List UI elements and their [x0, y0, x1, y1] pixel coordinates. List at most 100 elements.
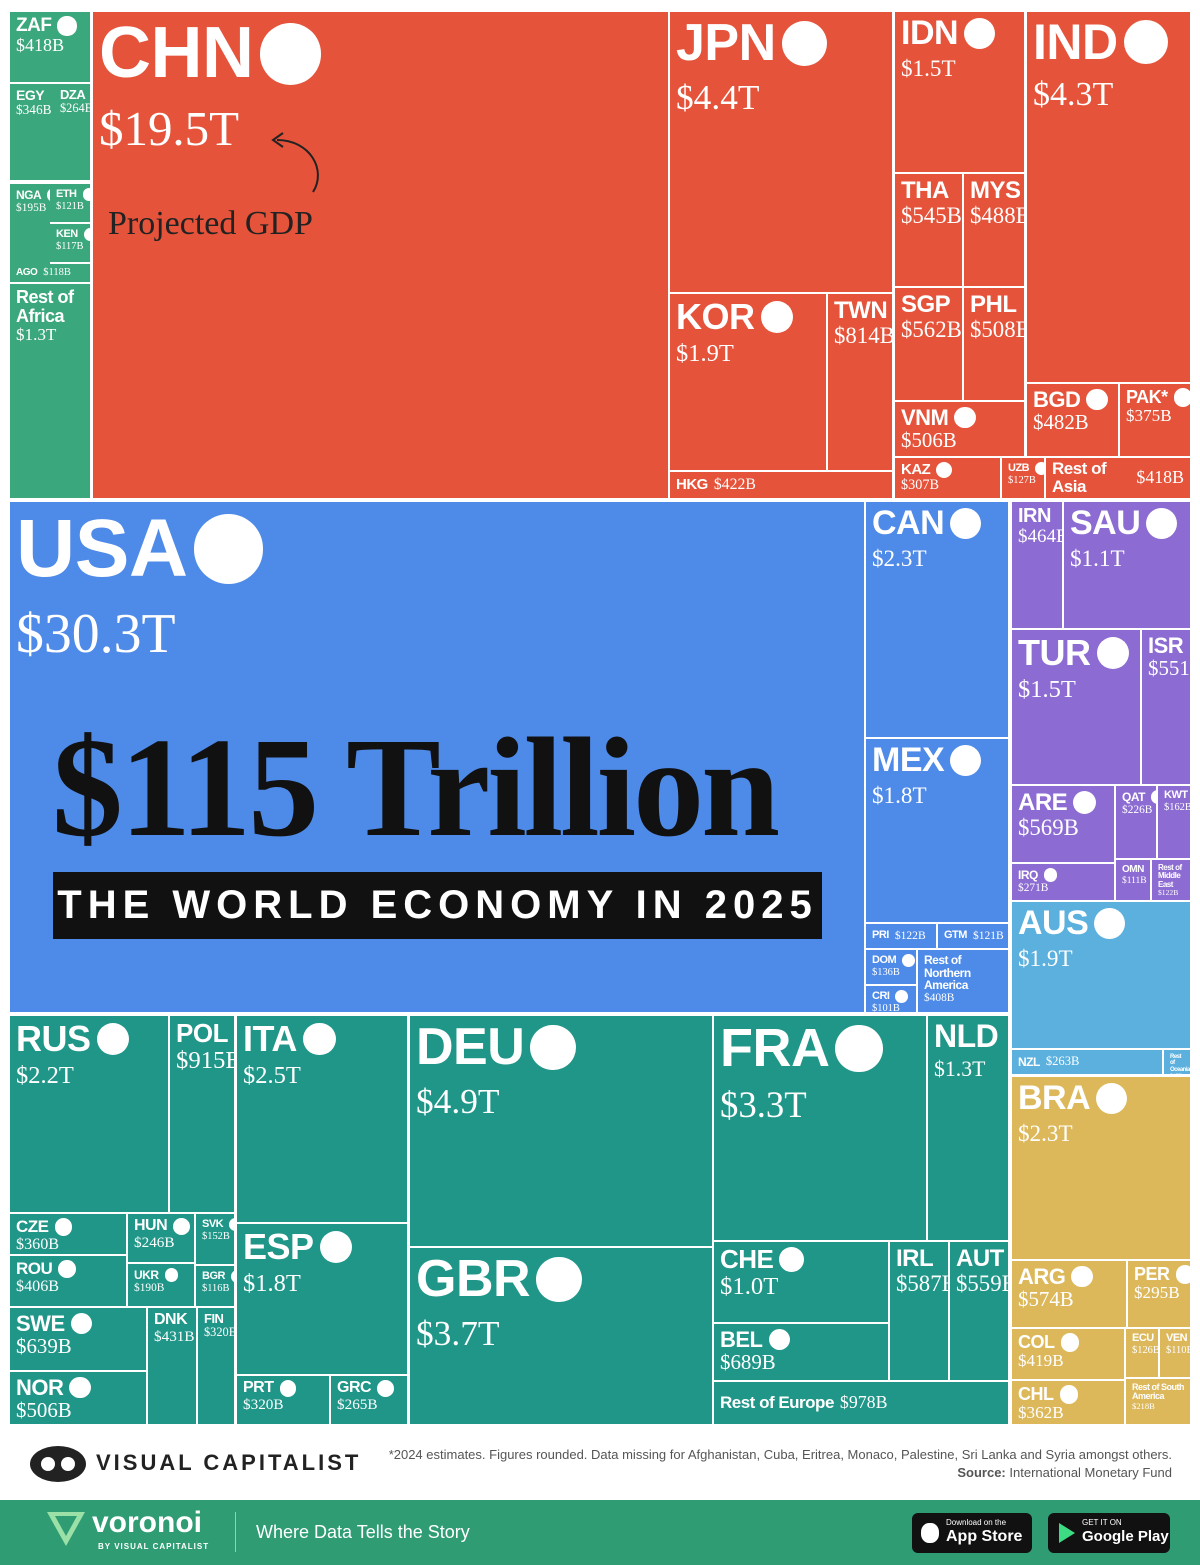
country-value: $1.5T: [901, 55, 956, 82]
treemap-cell: HKG $422B: [670, 472, 892, 498]
flag: [950, 745, 982, 777]
country-value: $562B: [901, 317, 962, 343]
treemap-cell: CAN $2.3T: [866, 502, 1008, 737]
flag: [1060, 1333, 1079, 1352]
cell-header: PER: [1134, 1265, 1190, 1284]
cell-header: NOR: [16, 1376, 140, 1399]
google-play-button[interactable]: GET IT ON Google Play: [1048, 1513, 1170, 1553]
country-code: PAK*: [1126, 387, 1168, 407]
country-value: $19.5T: [99, 101, 240, 157]
country-code: TWN: [834, 297, 888, 324]
voronoi-logo: voronoi: [92, 1506, 202, 1539]
treemap-cell: SGP $562B: [895, 288, 962, 400]
country-code: JPN: [676, 14, 776, 72]
flag: [82, 188, 90, 201]
country-value: $195B: [16, 201, 47, 214]
flag: [69, 1376, 91, 1399]
country-code: ITA: [243, 1018, 297, 1059]
country-value: $1.5T: [1018, 676, 1076, 704]
app-store-button[interactable]: Download on the App Store: [912, 1513, 1032, 1553]
flag: [1096, 1083, 1128, 1115]
cell-header: IDN: [901, 15, 1018, 52]
country-value: $1.0T: [720, 1273, 779, 1301]
flag: [1059, 1385, 1078, 1404]
voronoi-sub: BY VISUAL CAPITALIST: [98, 1542, 210, 1551]
flag: [377, 1380, 394, 1397]
country-code: KAZ: [901, 461, 931, 479]
treemap-cell: CZE $360B: [10, 1214, 126, 1254]
cell-header: ITA: [243, 1020, 401, 1058]
country-value: $506B: [901, 428, 957, 453]
treemap-cell: GRC $265B: [331, 1376, 407, 1424]
country-value: $126B: [1132, 1344, 1158, 1356]
country-value: $814B: [834, 323, 892, 349]
treemap-cell: OMN $111B: [1116, 860, 1150, 900]
country-value: $265B: [337, 1395, 378, 1413]
country-value: $101B: [872, 1002, 900, 1012]
treemap-cell: VNM $506B: [895, 402, 1024, 456]
country-value: $122B: [1158, 888, 1179, 898]
country-value: $464B: [1018, 526, 1062, 547]
treemap-cell: NGA $195B: [10, 184, 50, 264]
cell-header: FIN: [204, 1312, 228, 1326]
country-value: $45B: [1170, 1073, 1184, 1074]
cell-header: PHL: [970, 292, 1018, 317]
flag: [1173, 388, 1190, 407]
cell-header: TWN: [834, 297, 888, 324]
flag: [302, 1022, 336, 1056]
treemap-cell: Rest of Middle East $122B: [1152, 860, 1190, 900]
country-value: $246B: [134, 1233, 175, 1251]
treemap-cell: DEU $4.9T: [410, 1016, 712, 1246]
country-code: FIN: [204, 1311, 224, 1326]
country-code: Rest of Northern America: [924, 953, 971, 993]
treemap-cell: GBR $3.7T: [410, 1248, 712, 1424]
country-code: IRN: [1018, 505, 1051, 527]
country-value: $2.5T: [243, 1062, 301, 1090]
flag: [54, 1218, 73, 1236]
country-code: AUT: [956, 1245, 1004, 1272]
flag: [760, 300, 794, 334]
treemap-cell: ROU $406B: [10, 1256, 126, 1306]
country-value: $3.7T: [416, 1313, 500, 1354]
treemap-cell: BGR $116B: [196, 1266, 234, 1306]
cell-header: UZB: [1008, 462, 1044, 475]
country-code: USA: [16, 503, 188, 594]
treemap-cell: NZL $263B: [1012, 1050, 1162, 1074]
country-code: DEU: [416, 1018, 525, 1076]
country-code: GRC: [337, 1379, 372, 1396]
country-code: GTM: [944, 929, 967, 942]
cell-header: EGY: [16, 88, 48, 103]
cell-header: FRA: [720, 1020, 920, 1077]
cell-header: PAK*: [1126, 387, 1190, 407]
treemap-cell: ARG $574B: [1012, 1261, 1126, 1327]
country-value: $1.3T: [934, 1057, 986, 1082]
treemap-cell: ETH $121B: [50, 184, 90, 222]
country-code: IRL: [896, 1245, 934, 1272]
country-code: SVK: [202, 1217, 224, 1230]
treemap-cell: FIN $320B: [198, 1308, 234, 1424]
flag: [1123, 20, 1168, 65]
treemap-cell: TWN $814B: [828, 294, 892, 470]
country-value: $419B: [1018, 1350, 1064, 1370]
country-value: $2.2T: [16, 1062, 74, 1090]
treemap-cell: COL $419B: [1012, 1329, 1124, 1379]
country-code: UKR: [134, 1267, 159, 1282]
flag: [530, 1024, 576, 1071]
country-code: PRT: [243, 1379, 274, 1396]
cell-header: IRQ: [1018, 868, 1108, 882]
title: $115 Trillion: [52, 708, 780, 866]
country-value: $118B: [43, 267, 71, 279]
country-code: CZE: [16, 1217, 49, 1236]
cell-header: Rest of Oceania: [1170, 1054, 1190, 1073]
country-value: $226B: [1122, 803, 1153, 816]
country-value: $639B: [16, 1334, 72, 1359]
treemap-cell: IND $4.3T: [1027, 12, 1190, 382]
country-code: CHN: [99, 13, 254, 93]
country-code: Rest of Africa: [16, 287, 74, 326]
country-value: $551B: [1148, 656, 1190, 681]
country-code: CHL: [1018, 1384, 1054, 1404]
treemap-cell: KOR $1.9T: [670, 294, 826, 470]
country-code: ETH: [56, 187, 77, 200]
country-code: THA: [901, 177, 949, 204]
treemap-cell: CRI $101B: [866, 986, 916, 1012]
